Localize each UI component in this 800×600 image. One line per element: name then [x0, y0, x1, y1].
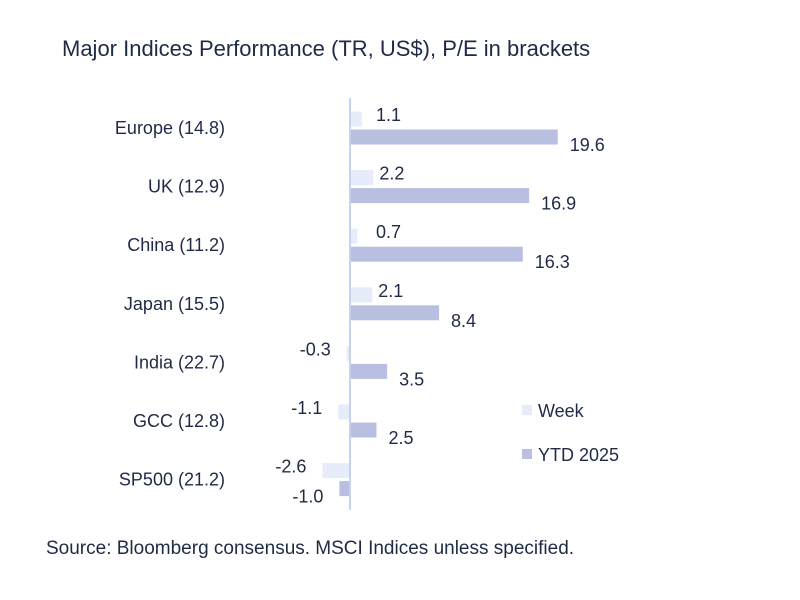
bar-week-europe	[350, 111, 362, 127]
value-label-week-china: 0.7	[376, 222, 401, 242]
legend: Week YTD 2025	[522, 401, 619, 465]
value-label-ytd-2025-japan: 8.4	[451, 311, 476, 331]
category-label-sp500: SP500 (21.2)	[119, 470, 225, 490]
category-label-india: India (22.7)	[134, 352, 225, 372]
value-label-ytd-2025-china: 16.3	[535, 252, 570, 272]
value-label-week-japan: 2.1	[378, 281, 403, 301]
category-label-uk: UK (12.9)	[148, 177, 225, 197]
value-labels: 1.1 19.6 2.2 16.9 0.7 16.3 2.1 8.4 -0.3 3.5 -1.1 2.…	[275, 105, 604, 507]
bar-week-uk	[350, 170, 374, 186]
category-label-gcc: GCC (12.8)	[133, 411, 225, 431]
value-label-ytd-2025-uk: 16.9	[541, 194, 576, 214]
category-label-japan: Japan (15.5)	[124, 294, 225, 314]
value-label-ytd-2025-sp500: -1.0	[292, 487, 323, 507]
legend-swatch-ytd-2025	[522, 449, 532, 459]
category-label-china: China (11.2)	[127, 235, 225, 255]
bar-week-gcc	[338, 404, 350, 420]
value-label-week-uk: 2.2	[379, 164, 404, 184]
bar-ytd-2025-china	[350, 246, 523, 262]
bar-ytd-2025-japan	[350, 305, 440, 321]
bar-ytd-2025-india	[350, 363, 388, 379]
category-labels: Europe (14.8) UK (12.9) China (11.2) Japan …	[115, 118, 225, 490]
bar-ytd-2025-sp500	[339, 481, 350, 497]
bar-ytd-2025-uk	[350, 188, 530, 204]
value-label-ytd-2025-europe: 19.6	[570, 135, 605, 155]
bar-ytd-2025-europe	[350, 129, 558, 145]
category-label-europe: Europe (14.8)	[115, 118, 225, 138]
bar-week-japan	[350, 287, 373, 303]
source-note: Source: Bloomberg consensus. MSCI Indice…	[46, 538, 575, 559]
legend-label-week: Week	[538, 401, 585, 421]
legend-label-ytd-2025: YTD 2025	[538, 445, 619, 465]
value-label-week-europe: 1.1	[376, 105, 401, 125]
bar-ytd-2025-gcc	[350, 422, 377, 438]
bar-week-india	[346, 345, 350, 361]
bar-week-sp500	[322, 463, 350, 479]
bar-week-china	[350, 228, 358, 244]
chart-title: Major Indices Performance (TR, US$), P/E…	[62, 36, 591, 61]
value-label-ytd-2025-gcc: 2.5	[389, 428, 414, 448]
value-label-week-gcc: -1.1	[291, 398, 322, 418]
bars-layer	[322, 111, 558, 497]
value-label-ytd-2025-india: 3.5	[399, 369, 424, 389]
value-label-week-sp500: -2.6	[275, 457, 306, 477]
legend-swatch-week	[522, 405, 532, 415]
value-label-week-india: -0.3	[300, 339, 331, 359]
